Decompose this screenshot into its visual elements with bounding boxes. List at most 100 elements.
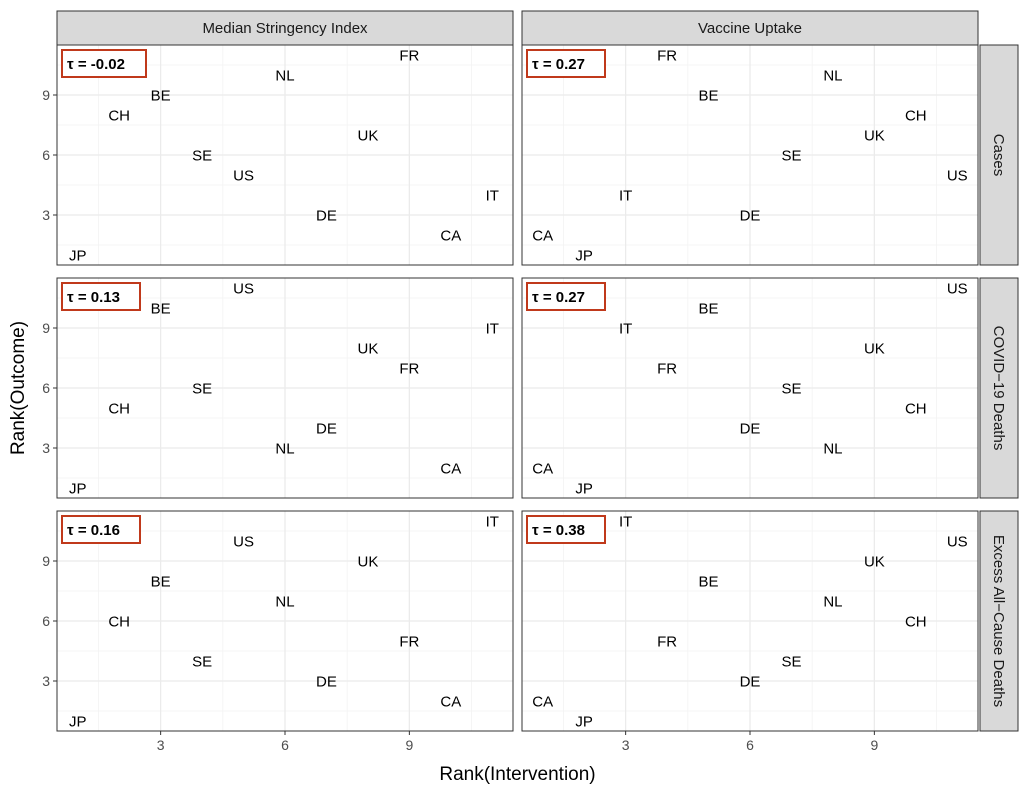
point-label-be: BE — [151, 301, 171, 318]
point-label-it: IT — [619, 188, 632, 205]
tau-annotation: τ = 0.27 — [532, 289, 585, 306]
point-label-nl: NL — [275, 441, 294, 458]
point-label-jp: JP — [69, 248, 87, 265]
row-strip — [979, 44, 1019, 266]
point-label-it: IT — [619, 321, 632, 338]
x-tick-label: 3 — [157, 737, 165, 753]
point-label-uk: UK — [864, 341, 885, 358]
point-label-jp: JP — [69, 481, 87, 498]
point-label-nl: NL — [275, 594, 294, 611]
point-label-fr: FR — [657, 361, 677, 378]
point-label-ca: CA — [440, 228, 461, 245]
point-label-be: BE — [151, 574, 171, 591]
point-label-se: SE — [192, 381, 212, 398]
column-strip-label: Vaccine Uptake — [698, 20, 802, 37]
point-label-se: SE — [192, 148, 212, 165]
x-tick-label: 6 — [281, 737, 289, 753]
tau-box — [526, 282, 606, 311]
y-tick-label: 3 — [42, 673, 50, 689]
facet-panel: FR NL BE CH UK SE US IT DE CA JP τ = -0.02 — [56, 44, 514, 266]
point-label-us: US — [947, 281, 968, 298]
tau-annotation: τ = 0.27 — [532, 56, 585, 73]
point-label-fr: FR — [657, 48, 677, 65]
point-label-de: DE — [316, 421, 337, 438]
x-tick-label: 6 — [746, 737, 754, 753]
point-label-de: DE — [316, 674, 337, 691]
point-label-nl: NL — [823, 594, 842, 611]
row-strip — [979, 510, 1019, 732]
point-label-jp: JP — [69, 714, 87, 731]
x-tick-label: 9 — [405, 737, 413, 753]
point-label-jp: JP — [575, 714, 593, 731]
point-label-ca: CA — [532, 461, 553, 478]
facet-panel: FR NL BE CH UK SE US IT DE CA JP τ = 0.27 — [521, 44, 979, 266]
point-label-de: DE — [740, 674, 761, 691]
point-label-se: SE — [192, 654, 212, 671]
tau-box — [526, 515, 606, 544]
point-label-ch: CH — [905, 614, 927, 631]
point-label-jp: JP — [575, 481, 593, 498]
point-label-us: US — [947, 534, 968, 551]
point-label-it: IT — [486, 188, 499, 205]
column-strip — [56, 10, 514, 46]
point-label-be: BE — [151, 88, 171, 105]
point-label-it: IT — [486, 514, 499, 531]
row-strip — [979, 277, 1019, 499]
point-label-uk: UK — [357, 128, 378, 145]
point-label-nl: NL — [275, 68, 294, 85]
point-label-it: IT — [486, 321, 499, 338]
x-tick-label: 3 — [622, 737, 630, 753]
point-label-uk: UK — [357, 341, 378, 358]
point-label-de: DE — [740, 208, 761, 225]
tau-annotation: τ = 0.16 — [67, 522, 120, 539]
point-label-jp: JP — [575, 248, 593, 265]
point-label-fr: FR — [399, 634, 419, 651]
point-label-fr: FR — [399, 48, 419, 65]
point-label-uk: UK — [357, 554, 378, 571]
row-strip-label: Cases — [990, 134, 1007, 177]
point-label-se: SE — [781, 654, 801, 671]
point-label-ca: CA — [440, 694, 461, 711]
y-tick-label: 9 — [42, 553, 50, 569]
y-tick-label: 3 — [42, 440, 50, 456]
facet-panel: US BE IT UK FR SE CH DE NL CA JP τ = 0.13 — [56, 277, 514, 499]
point-label-ca: CA — [532, 694, 553, 711]
tau-annotation: τ = 0.38 — [532, 522, 585, 539]
row-strip-label: COVID−19 Deaths — [990, 326, 1007, 451]
point-label-be: BE — [699, 301, 719, 318]
point-label-ch: CH — [108, 614, 130, 631]
point-label-ca: CA — [532, 228, 553, 245]
y-tick-label: 6 — [42, 613, 50, 629]
y-tick-label: 9 — [42, 320, 50, 336]
facet-panel: US BE IT UK FR SE CH DE NL CA JP τ = 0.27 — [521, 277, 979, 499]
point-label-us: US — [233, 281, 254, 298]
point-label-ch: CH — [108, 108, 130, 125]
point-label-it: IT — [619, 514, 632, 531]
point-label-se: SE — [781, 381, 801, 398]
point-label-be: BE — [699, 574, 719, 591]
point-label-nl: NL — [823, 441, 842, 458]
row-strip-label: Excess All−Cause Deaths — [990, 535, 1007, 707]
point-label-de: DE — [316, 208, 337, 225]
y-axis-title: Rank(Outcome) — [8, 321, 29, 455]
panel-border — [521, 44, 979, 266]
point-label-us: US — [947, 168, 968, 185]
point-label-ch: CH — [905, 401, 927, 418]
facet-panel: IT US UK BE NL CH FR SE DE CA JP τ = 0.38 — [521, 510, 979, 732]
panel-border — [521, 277, 979, 499]
point-label-de: DE — [740, 421, 761, 438]
point-label-uk: UK — [864, 128, 885, 145]
y-tick-label: 3 — [42, 207, 50, 223]
point-label-fr: FR — [657, 634, 677, 651]
point-label-fr: FR — [399, 361, 419, 378]
y-tick-label: 6 — [42, 380, 50, 396]
point-label-ca: CA — [440, 461, 461, 478]
point-label-ch: CH — [905, 108, 927, 125]
x-axis-title: Rank(Intervention) — [439, 764, 595, 785]
point-label-ch: CH — [108, 401, 130, 418]
x-tick-label: 9 — [870, 737, 878, 753]
column-strip-label: Median Stringency Index — [202, 20, 368, 37]
point-label-uk: UK — [864, 554, 885, 571]
point-label-us: US — [233, 534, 254, 551]
